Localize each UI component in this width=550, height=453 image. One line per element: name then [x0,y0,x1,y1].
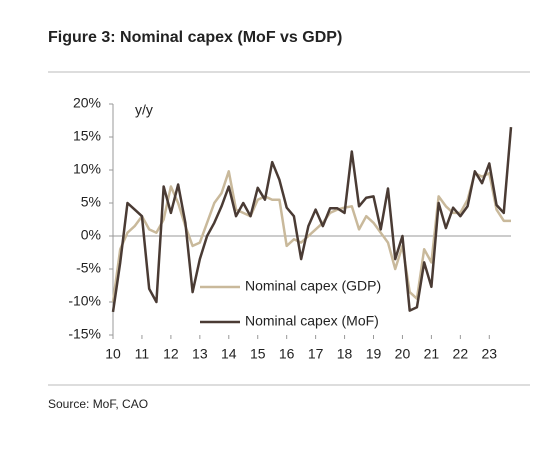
x-tick-label: 16 [279,346,295,362]
series-line [111,126,513,313]
x-tick-label: 12 [163,346,179,362]
x-tick-label: 13 [192,346,208,362]
y-tick-label: 15% [73,128,101,144]
series-line [111,170,511,303]
y-tick-label: 5% [81,194,101,210]
legend-label: Nominal capex (MoF) [245,313,379,329]
x-tick-label: 20 [395,346,411,362]
y-tick-label: -10% [68,293,101,309]
x-tick-label: 21 [424,346,440,362]
x-tick-label: 10 [105,346,121,362]
x-tick-label: 14 [221,346,237,362]
x-tick-label: 22 [453,346,469,362]
x-tick-label: 17 [308,346,324,362]
x-tick-label: 19 [366,346,382,362]
y-tick-label: -15% [68,326,101,342]
y-tick-label: 20% [73,95,101,111]
annotation: y/y [135,102,153,118]
x-tick-label: 18 [337,346,353,362]
y-tick-label: -5% [76,260,101,276]
source: Source: MoF, CAO [48,397,148,411]
chart-title: Figure 3: Nominal capex (MoF vs GDP) [48,29,342,46]
legend-label: Nominal capex (GDP) [245,278,381,294]
x-tick-label: 11 [135,346,150,362]
y-tick-label: 0% [81,227,101,243]
y-tick-label: 10% [73,161,101,177]
x-tick-label: 23 [482,346,498,362]
x-tick-label: 15 [250,346,266,362]
